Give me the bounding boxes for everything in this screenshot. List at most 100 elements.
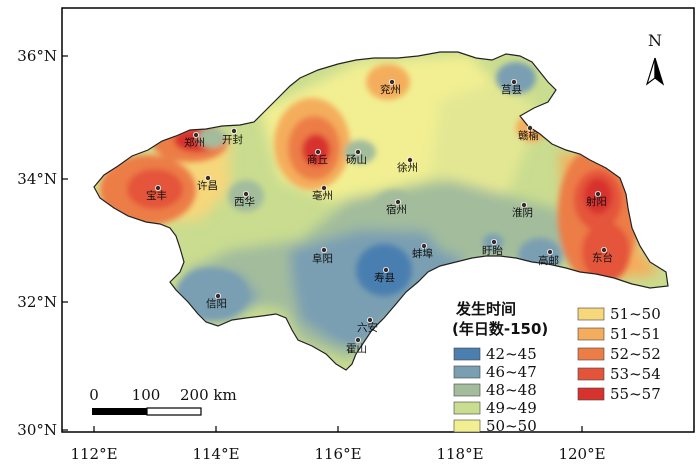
city-xuchang: 许昌 [197, 174, 218, 192]
city-shouxian: 寿县 [374, 266, 395, 284]
legend-item: 49~49 [453, 399, 537, 417]
city-marker-xinyang [214, 292, 221, 299]
city-marker-suzhou [394, 198, 401, 205]
legend-item: 42~45 [453, 345, 537, 363]
legend-item: 46~47 [453, 363, 537, 381]
city-marker-yanzhou [388, 79, 395, 86]
city-dongtai: 东台 [592, 246, 613, 264]
legend-title: 发生时间 [455, 300, 516, 318]
legend-label: 55~57 [610, 385, 661, 403]
city-label-shangqiu: 商丘 [307, 153, 328, 166]
city-shangqiu: 商丘 [307, 148, 328, 166]
city-label-ganyu: 赣榆 [518, 129, 539, 142]
city-marker-xihua [242, 190, 249, 197]
city-marker-bozhou [320, 184, 327, 191]
lon-label-118: 118°E [436, 445, 483, 463]
city-marker-dangshan [354, 148, 361, 155]
city-fuyang: 阜阳 [312, 246, 333, 265]
legend-item: 52~52 [577, 345, 661, 363]
city-marker-juxian [510, 79, 517, 86]
city-marker-bengbu [420, 242, 427, 249]
north-arrow-icon [645, 57, 665, 86]
city-marker-shouxian [382, 266, 389, 273]
legend-swatch [577, 347, 605, 361]
legend: 发生时间 (年日数-150) 42~4546~4748~4849~4950~50… [452, 300, 661, 435]
city-ganyu: 赣榆 [518, 125, 539, 142]
city-sheyang: 射阳 [586, 190, 607, 208]
legend-item: 48~48 [453, 381, 537, 399]
latitude-labels: 36°N 34°N 32°N 30°N [17, 47, 57, 439]
city-baofeng: 宝丰 [146, 184, 167, 202]
city-marker-huaiyin [521, 201, 528, 208]
city-juxian: 莒县 [501, 79, 522, 96]
legend-swatch [453, 383, 481, 397]
city-label-baofeng: 宝丰 [146, 189, 167, 202]
scale-label-0: 0 [89, 386, 99, 404]
city-label-fuyang: 阜阳 [312, 252, 333, 265]
legend-label: 51~51 [610, 325, 661, 343]
city-label-sheyang: 射阳 [586, 195, 607, 208]
city-marker-zhengzhou [192, 131, 199, 138]
legend-subtitle: (年日数-150) [452, 320, 548, 338]
scale-label-100: 100 [132, 386, 161, 404]
city-label-xuchang: 许昌 [197, 179, 218, 192]
legend-item: 55~57 [577, 385, 661, 403]
city-label-yanzhou: 兖州 [380, 83, 401, 96]
legend-item: 51~50 [577, 305, 661, 323]
city-label-bengbu: 蚌埠 [412, 247, 433, 260]
city-xuzhou: 徐州 [397, 156, 418, 174]
scale-segment-white [146, 407, 202, 416]
city-luan: 六安 [357, 316, 378, 334]
scale-label-200: 200 km [180, 386, 237, 404]
lon-label-114: 114°E [192, 445, 239, 463]
legend-item: 51~51 [577, 325, 661, 343]
city-xuyi: 盱眙 [482, 238, 503, 257]
scale-segment-black [92, 408, 147, 415]
city-marker-gaoyou [547, 248, 554, 255]
city-huoshan: 霍山 [346, 336, 367, 355]
city-label-xinyang: 信阳 [206, 298, 227, 310]
city-marker-huoshan [354, 336, 361, 343]
city-label-xuyi: 盱眙 [482, 244, 503, 257]
north-arrow: N [645, 31, 665, 86]
region-outline [93, 51, 669, 371]
legend-label: 51~50 [610, 305, 661, 323]
legend-item: 50~50 [453, 417, 537, 435]
legend-swatch [577, 307, 605, 321]
city-label-shouxian: 寿县 [374, 271, 395, 284]
legend-swatch [453, 347, 481, 361]
city-marker-fuyang [320, 246, 327, 253]
city-label-suzhou: 宿州 [386, 203, 407, 216]
city-bengbu: 蚌埠 [412, 242, 433, 260]
city-marker-xuzhou [406, 156, 413, 163]
city-dangshan: 砀山 [346, 148, 367, 166]
city-label-dangshan: 砀山 [346, 154, 367, 166]
city-bozhou: 亳州 [312, 184, 333, 202]
legend-swatch [453, 401, 481, 415]
city-zhengzhou: 郑州 [184, 131, 205, 149]
city-marker-baofeng [154, 184, 161, 191]
city-label-huaiyin: 淮阴 [512, 207, 533, 219]
city-marker-luan [366, 316, 373, 323]
legend-swatch [577, 367, 605, 381]
lon-label-112: 112°E [70, 445, 117, 463]
city-label-xuzhou: 徐州 [397, 161, 418, 174]
legend-label: 50~50 [486, 417, 537, 435]
lat-label-36: 36°N [17, 47, 57, 65]
city-marker-shangqiu [314, 148, 321, 155]
city-huaiyin: 淮阴 [512, 201, 533, 219]
legend-swatch [577, 387, 605, 401]
legend-label: 53~54 [610, 365, 661, 383]
longitude-labels: 112°E 114°E 116°E 118°E 120°E [70, 445, 605, 463]
city-suzhou: 宿州 [386, 198, 407, 216]
city-marker-xuchang [204, 174, 211, 181]
legend-label: 42~45 [486, 345, 537, 363]
city-label-xihua: 西华 [234, 195, 255, 208]
lon-label-116: 116°E [314, 445, 361, 463]
city-xinyang: 信阳 [206, 292, 227, 310]
city-label-gaoyou: 高邮 [538, 254, 559, 267]
